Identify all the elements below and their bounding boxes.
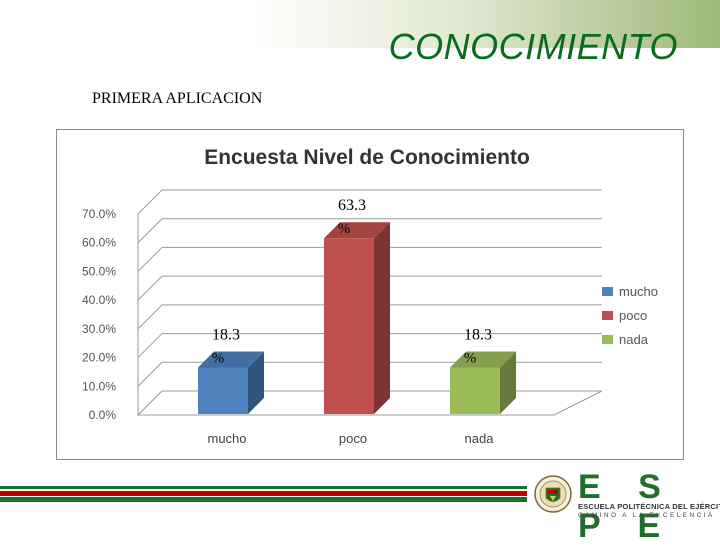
espe-logo-letters: E S P E: [578, 468, 675, 545]
espe-seal-icon: [534, 475, 572, 513]
legend-label: mucho: [619, 284, 658, 299]
bar-top: [198, 351, 264, 368]
gridline-side: [137, 333, 163, 358]
gridline-side: [137, 247, 163, 272]
bar-chart: Encuesta Nivel de Conocimiento 0.0% 10.0%…: [82, 146, 658, 446]
data-label-value: 18.3: [464, 326, 492, 343]
y-tick-label: 30.0%: [82, 322, 116, 336]
x-tick-label: poco: [339, 431, 367, 446]
data-label-unit: %: [338, 221, 351, 237]
bar-side: [374, 222, 390, 414]
x-axis-tick-labels: mucho poco nada: [207, 431, 494, 446]
y-tick-label: 20.0%: [82, 351, 116, 365]
legend-label: nada: [619, 332, 649, 347]
data-labels: 18.3% 63.3% 18.3%: [212, 197, 492, 366]
gridline-side: [137, 275, 163, 301]
gridline-side: [137, 361, 163, 387]
legend-swatch: [602, 335, 613, 344]
y-tick-label: 0.0%: [89, 408, 117, 422]
bar-front: [324, 238, 374, 414]
slide-subtitle: PRIMERA APLICACION: [92, 90, 263, 107]
x-tick-label: nada: [465, 431, 495, 446]
legend-swatch: [602, 311, 613, 320]
gridline-side: [137, 304, 163, 330]
footer-stripe-green: [0, 497, 527, 502]
y-tick-label: 70.0%: [82, 207, 116, 221]
bar-top: [450, 351, 516, 368]
bar-front: [450, 367, 500, 414]
top-gradient-band: [0, 0, 720, 48]
y-tick-label: 50.0%: [82, 264, 116, 278]
bar-side: [248, 351, 264, 414]
bar-front: [198, 367, 248, 414]
data-label-value: 63.3: [338, 197, 366, 214]
y-tick-label: 40.0%: [82, 293, 116, 307]
data-label-unit: %: [212, 350, 225, 366]
chart-title: Encuesta Nivel de Conocimiento: [204, 146, 530, 169]
x-tick-label: mucho: [207, 431, 246, 446]
bar-side: [500, 351, 516, 414]
footer-stripe-green-top: [0, 486, 527, 489]
bar-top: [324, 222, 390, 239]
legend-swatch: [602, 287, 613, 296]
gridline-side: [137, 189, 163, 215]
chart-bars: [198, 222, 516, 414]
legend-label: poco: [619, 308, 647, 323]
gridline-side: [137, 218, 163, 244]
y-tick-label: 60.0%: [82, 236, 116, 250]
bar-mucho: [198, 351, 264, 414]
footer-stripe-red: [0, 491, 527, 496]
espe-institution-name: ESCUELA POLITÉCNICA DEL EJÉRCITO: [578, 502, 720, 511]
bar-nada: [450, 351, 516, 414]
data-label-value: 18.3: [212, 326, 240, 343]
slide-title: CONOCIMIENTO: [388, 26, 678, 67]
bar-poco: [324, 222, 390, 414]
chart-legend: mucho poco nada: [602, 284, 658, 347]
y-tick-label: 10.0%: [82, 379, 116, 393]
y-axis-tick-labels: 0.0% 10.0% 20.0% 30.0% 40.0% 50.0% 60.0% 70.0%: [82, 207, 116, 422]
data-label-unit: %: [464, 350, 477, 366]
espe-motto: CAMINO A LA EXCELENCIA: [578, 512, 715, 519]
